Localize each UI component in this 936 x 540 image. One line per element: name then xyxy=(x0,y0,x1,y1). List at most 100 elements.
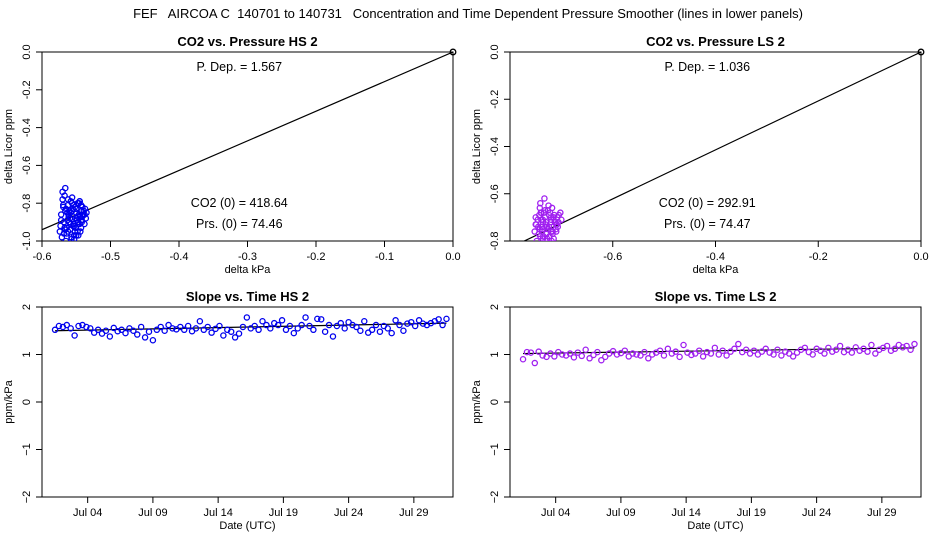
data-point xyxy=(883,342,891,350)
data-point xyxy=(868,341,875,349)
x-tick-label: -0.4 xyxy=(170,251,189,263)
data-point xyxy=(64,196,72,203)
x-tick-label: -0.6 xyxy=(603,251,622,263)
chart-slope-vs-time-ls2: Slope vs. Time LS 2 Jul 04 Jul 09 Jul 14 Jul… xyxy=(471,289,922,532)
y-tick-label: 0.0 xyxy=(21,44,33,59)
data-point xyxy=(282,326,290,334)
y-tick-label: 0 xyxy=(21,399,33,405)
data-point xyxy=(419,320,427,327)
data-point xyxy=(62,184,69,192)
data-point xyxy=(77,224,85,232)
data-point xyxy=(731,345,738,353)
x-tick-label: -0.2 xyxy=(809,251,828,263)
data-point xyxy=(71,332,78,339)
data-point xyxy=(157,323,164,331)
data-point xyxy=(286,322,294,330)
data-point xyxy=(302,314,309,321)
chart-co2-vs-pressure-ls2: CO2 vs. Pressure LS 2 -0.6 -0.4 -0.2 0.0 -0.8… xyxy=(471,34,929,276)
x-tick-label: Jul 29 xyxy=(399,507,428,519)
data-point xyxy=(547,216,555,223)
y-tick-label: -0.6 xyxy=(21,156,33,175)
data-point xyxy=(539,352,546,359)
data-point xyxy=(130,327,137,334)
data-point xyxy=(621,347,629,354)
x-tick-label: Jul 09 xyxy=(138,507,167,519)
x-tick-label: Jul 19 xyxy=(737,507,766,519)
data-point xyxy=(594,348,601,356)
data-point xyxy=(688,351,695,359)
data-point xyxy=(61,224,68,232)
annotation-p-dep: P. Dep. = 1.567 xyxy=(196,60,282,74)
data-point xyxy=(770,351,777,358)
data-point xyxy=(75,322,82,330)
data-point xyxy=(192,325,200,332)
data-point xyxy=(703,348,711,356)
data-point xyxy=(267,325,274,332)
data-point xyxy=(57,216,65,224)
data-point xyxy=(372,321,380,329)
data-point xyxy=(660,352,668,359)
data-point xyxy=(57,248,62,253)
data-point xyxy=(306,322,313,330)
data-point xyxy=(789,353,797,360)
data-point xyxy=(220,332,227,339)
data-point xyxy=(278,317,286,324)
data-point xyxy=(274,321,282,329)
chart-title: Slope vs. Time HS 2 xyxy=(186,289,309,304)
data-point xyxy=(903,342,910,350)
data-point xyxy=(715,351,723,358)
data-point xyxy=(161,327,168,334)
data-point xyxy=(255,326,262,334)
data-point xyxy=(133,331,141,338)
data-point xyxy=(538,209,545,216)
data-point xyxy=(83,323,90,331)
data-point xyxy=(535,348,542,355)
data-point xyxy=(407,318,415,326)
data-point xyxy=(672,348,679,355)
y-tick-label: -0.6 xyxy=(489,184,501,203)
data-point xyxy=(735,340,742,348)
data-point xyxy=(294,325,301,332)
data-point xyxy=(196,317,204,325)
figure-title: FEF AIRCOA C 140701 to 140731 Concentrat… xyxy=(133,6,803,21)
data-point xyxy=(551,353,558,360)
chart-title: CO2 vs. Pressure LS 2 xyxy=(646,34,785,49)
data-point xyxy=(574,349,582,356)
data-point xyxy=(543,353,550,361)
data-point xyxy=(848,349,856,356)
y-tick-label: −1 xyxy=(21,443,33,456)
x-axis-label: Date (UTC) xyxy=(687,520,743,532)
data-point xyxy=(523,348,531,356)
data-point xyxy=(56,228,64,235)
y-tick-label: 1 xyxy=(489,351,501,357)
data-point xyxy=(723,352,730,359)
x-tick-label: Jul 24 xyxy=(802,507,831,519)
annotation-p-dep: P. Dep. = 1.036 xyxy=(664,60,750,74)
data-point xyxy=(184,322,192,330)
y-tick-label: -0.8 xyxy=(489,232,501,251)
data-point xyxy=(321,328,329,335)
x-tick-label: -0.3 xyxy=(238,251,257,263)
y-tick-label: -0.2 xyxy=(21,80,33,99)
y-axis-label: delta Licor ppm xyxy=(3,109,15,184)
data-point xyxy=(536,248,541,253)
data-point xyxy=(907,346,914,353)
data-point xyxy=(361,317,368,325)
data-point xyxy=(532,221,540,228)
data-layer xyxy=(519,340,918,367)
x-tick-label: Jul 14 xyxy=(203,507,232,519)
y-tick-label: 1 xyxy=(21,351,33,357)
y-axis-label: ppm/kPa xyxy=(471,379,483,423)
data-point xyxy=(87,325,94,332)
data-point xyxy=(836,342,844,350)
data-point xyxy=(533,237,540,241)
data-point xyxy=(809,351,816,358)
data-point xyxy=(719,347,726,354)
data-point xyxy=(149,336,157,344)
x-tick-label: -0.1 xyxy=(375,251,394,263)
data-point xyxy=(547,218,555,226)
data-point xyxy=(165,321,172,329)
data-point xyxy=(74,228,81,235)
data-point xyxy=(388,329,395,337)
y-tick-label: −2 xyxy=(21,491,33,504)
